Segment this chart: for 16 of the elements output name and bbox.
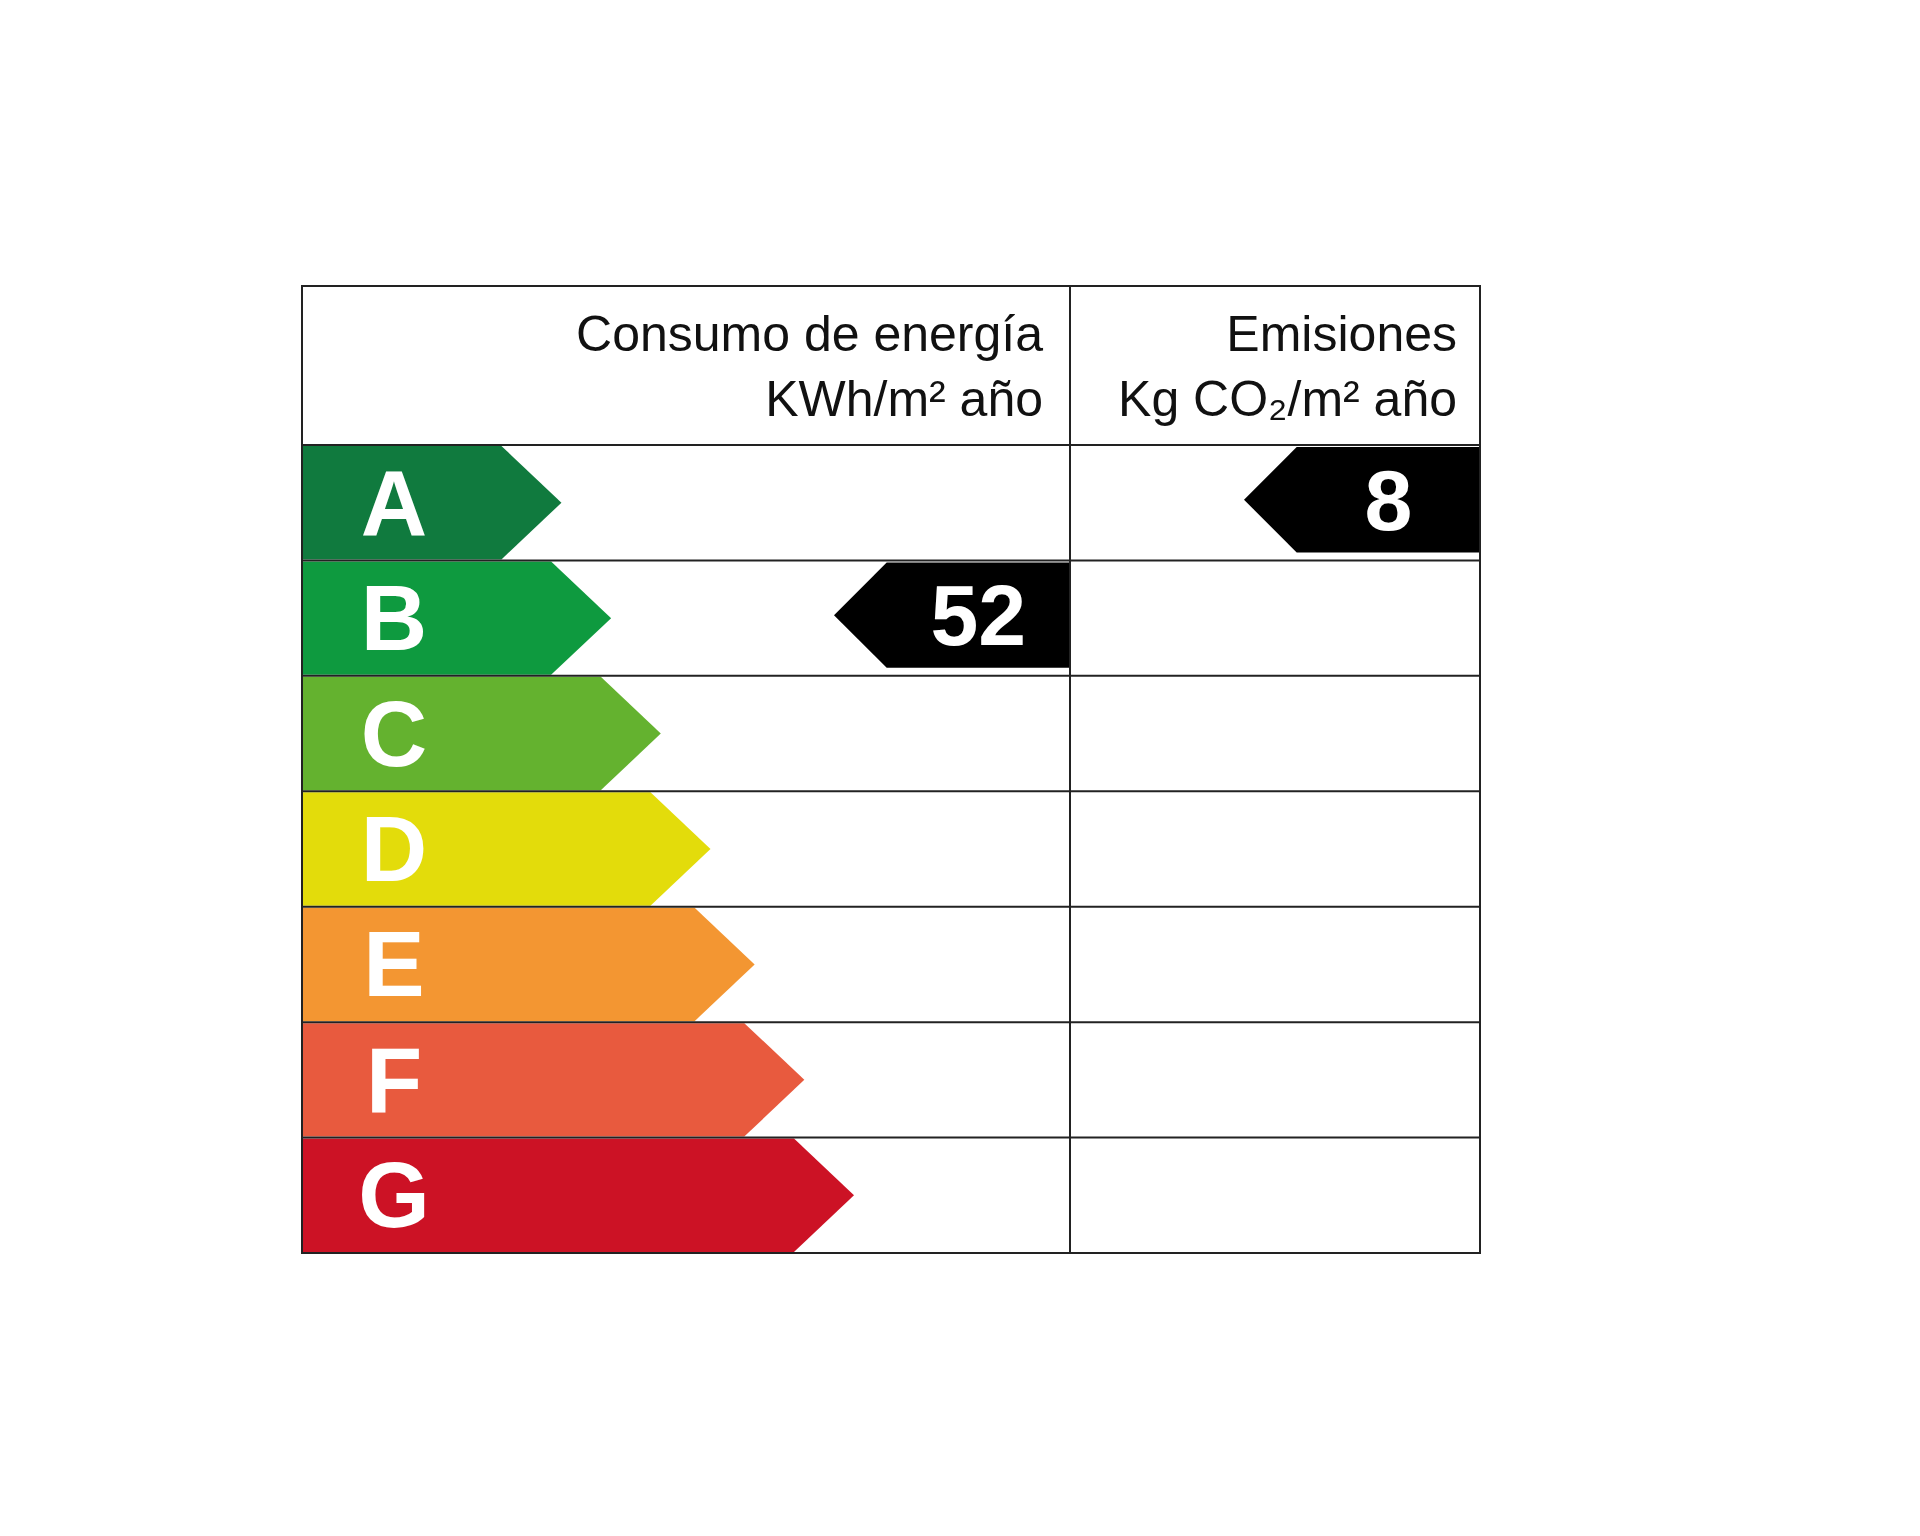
chart-subtitle: KWh/m² año [765,371,1043,427]
y-tick-label: G [358,1144,430,1247]
bar [302,1023,805,1137]
y-tick-label: D [360,798,428,900]
text: 52 [930,567,1027,664]
y-tick-label: A [360,451,428,554]
text: Kg CO₂/m² año [1118,371,1457,427]
y-tick-label: F [365,1028,423,1131]
bar [302,907,755,1022]
text: 8 [1364,451,1413,548]
chart-title: Consumo de energía [576,306,1044,362]
y-tick-label: E [363,913,425,1016]
y-tick-label: C [360,682,428,785]
y-tick-label: B [360,567,428,670]
bar [302,1138,854,1252]
text: Emisiones [1226,306,1457,362]
